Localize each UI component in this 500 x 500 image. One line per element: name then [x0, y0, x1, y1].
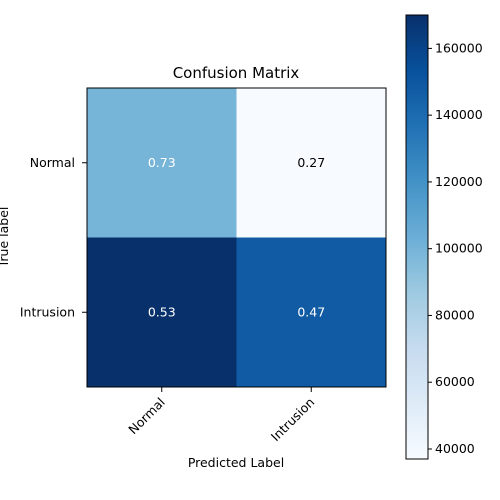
y-tick-label: Intrusion — [20, 304, 75, 319]
x-axis-label: Predicted Label — [188, 455, 284, 470]
cell-value-label: 0.47 — [297, 304, 325, 319]
chart-title: Confusion Matrix — [173, 64, 300, 82]
heatmap-cells — [87, 88, 386, 387]
x-tick-label: Normal — [125, 395, 168, 438]
colorbar-tick-label: 40000 — [435, 441, 475, 456]
y-tick-label: Normal — [30, 155, 75, 170]
colorbar-tick-label: 160000 — [435, 40, 483, 55]
x-tick-label: Intrusion — [268, 395, 318, 445]
colorbar-tick-label: 100000 — [435, 241, 483, 256]
heatmap-cell-labels: 0.73 0.27 0.53 0.47 — [148, 155, 325, 320]
y-axis-label: True label — [0, 207, 11, 269]
colorbar-tick-label: 140000 — [435, 107, 483, 122]
heatmap-cell — [87, 237, 237, 387]
cell-value-label: 0.73 — [148, 155, 176, 170]
heatmap-cell — [236, 88, 386, 238]
plot-frame — [86, 87, 387, 388]
colorbar-tick-label: 120000 — [435, 174, 483, 189]
colorbar-ticks: 40000 60000 80000 100000 120000 140000 160000 — [428, 40, 483, 456]
cell-value-label: 0.53 — [148, 304, 176, 319]
colorbar-tick-label: 60000 — [435, 374, 475, 389]
colorbar-tick-label: 80000 — [435, 307, 475, 322]
heatmap-cell — [236, 237, 386, 387]
y-axis-ticks: Normal Intrusion — [20, 155, 87, 319]
heatmap-cell — [87, 88, 237, 238]
colorbar — [405, 14, 429, 460]
cell-value-label: 0.27 — [297, 155, 325, 170]
x-axis-ticks: Normal Intrusion — [125, 387, 317, 444]
